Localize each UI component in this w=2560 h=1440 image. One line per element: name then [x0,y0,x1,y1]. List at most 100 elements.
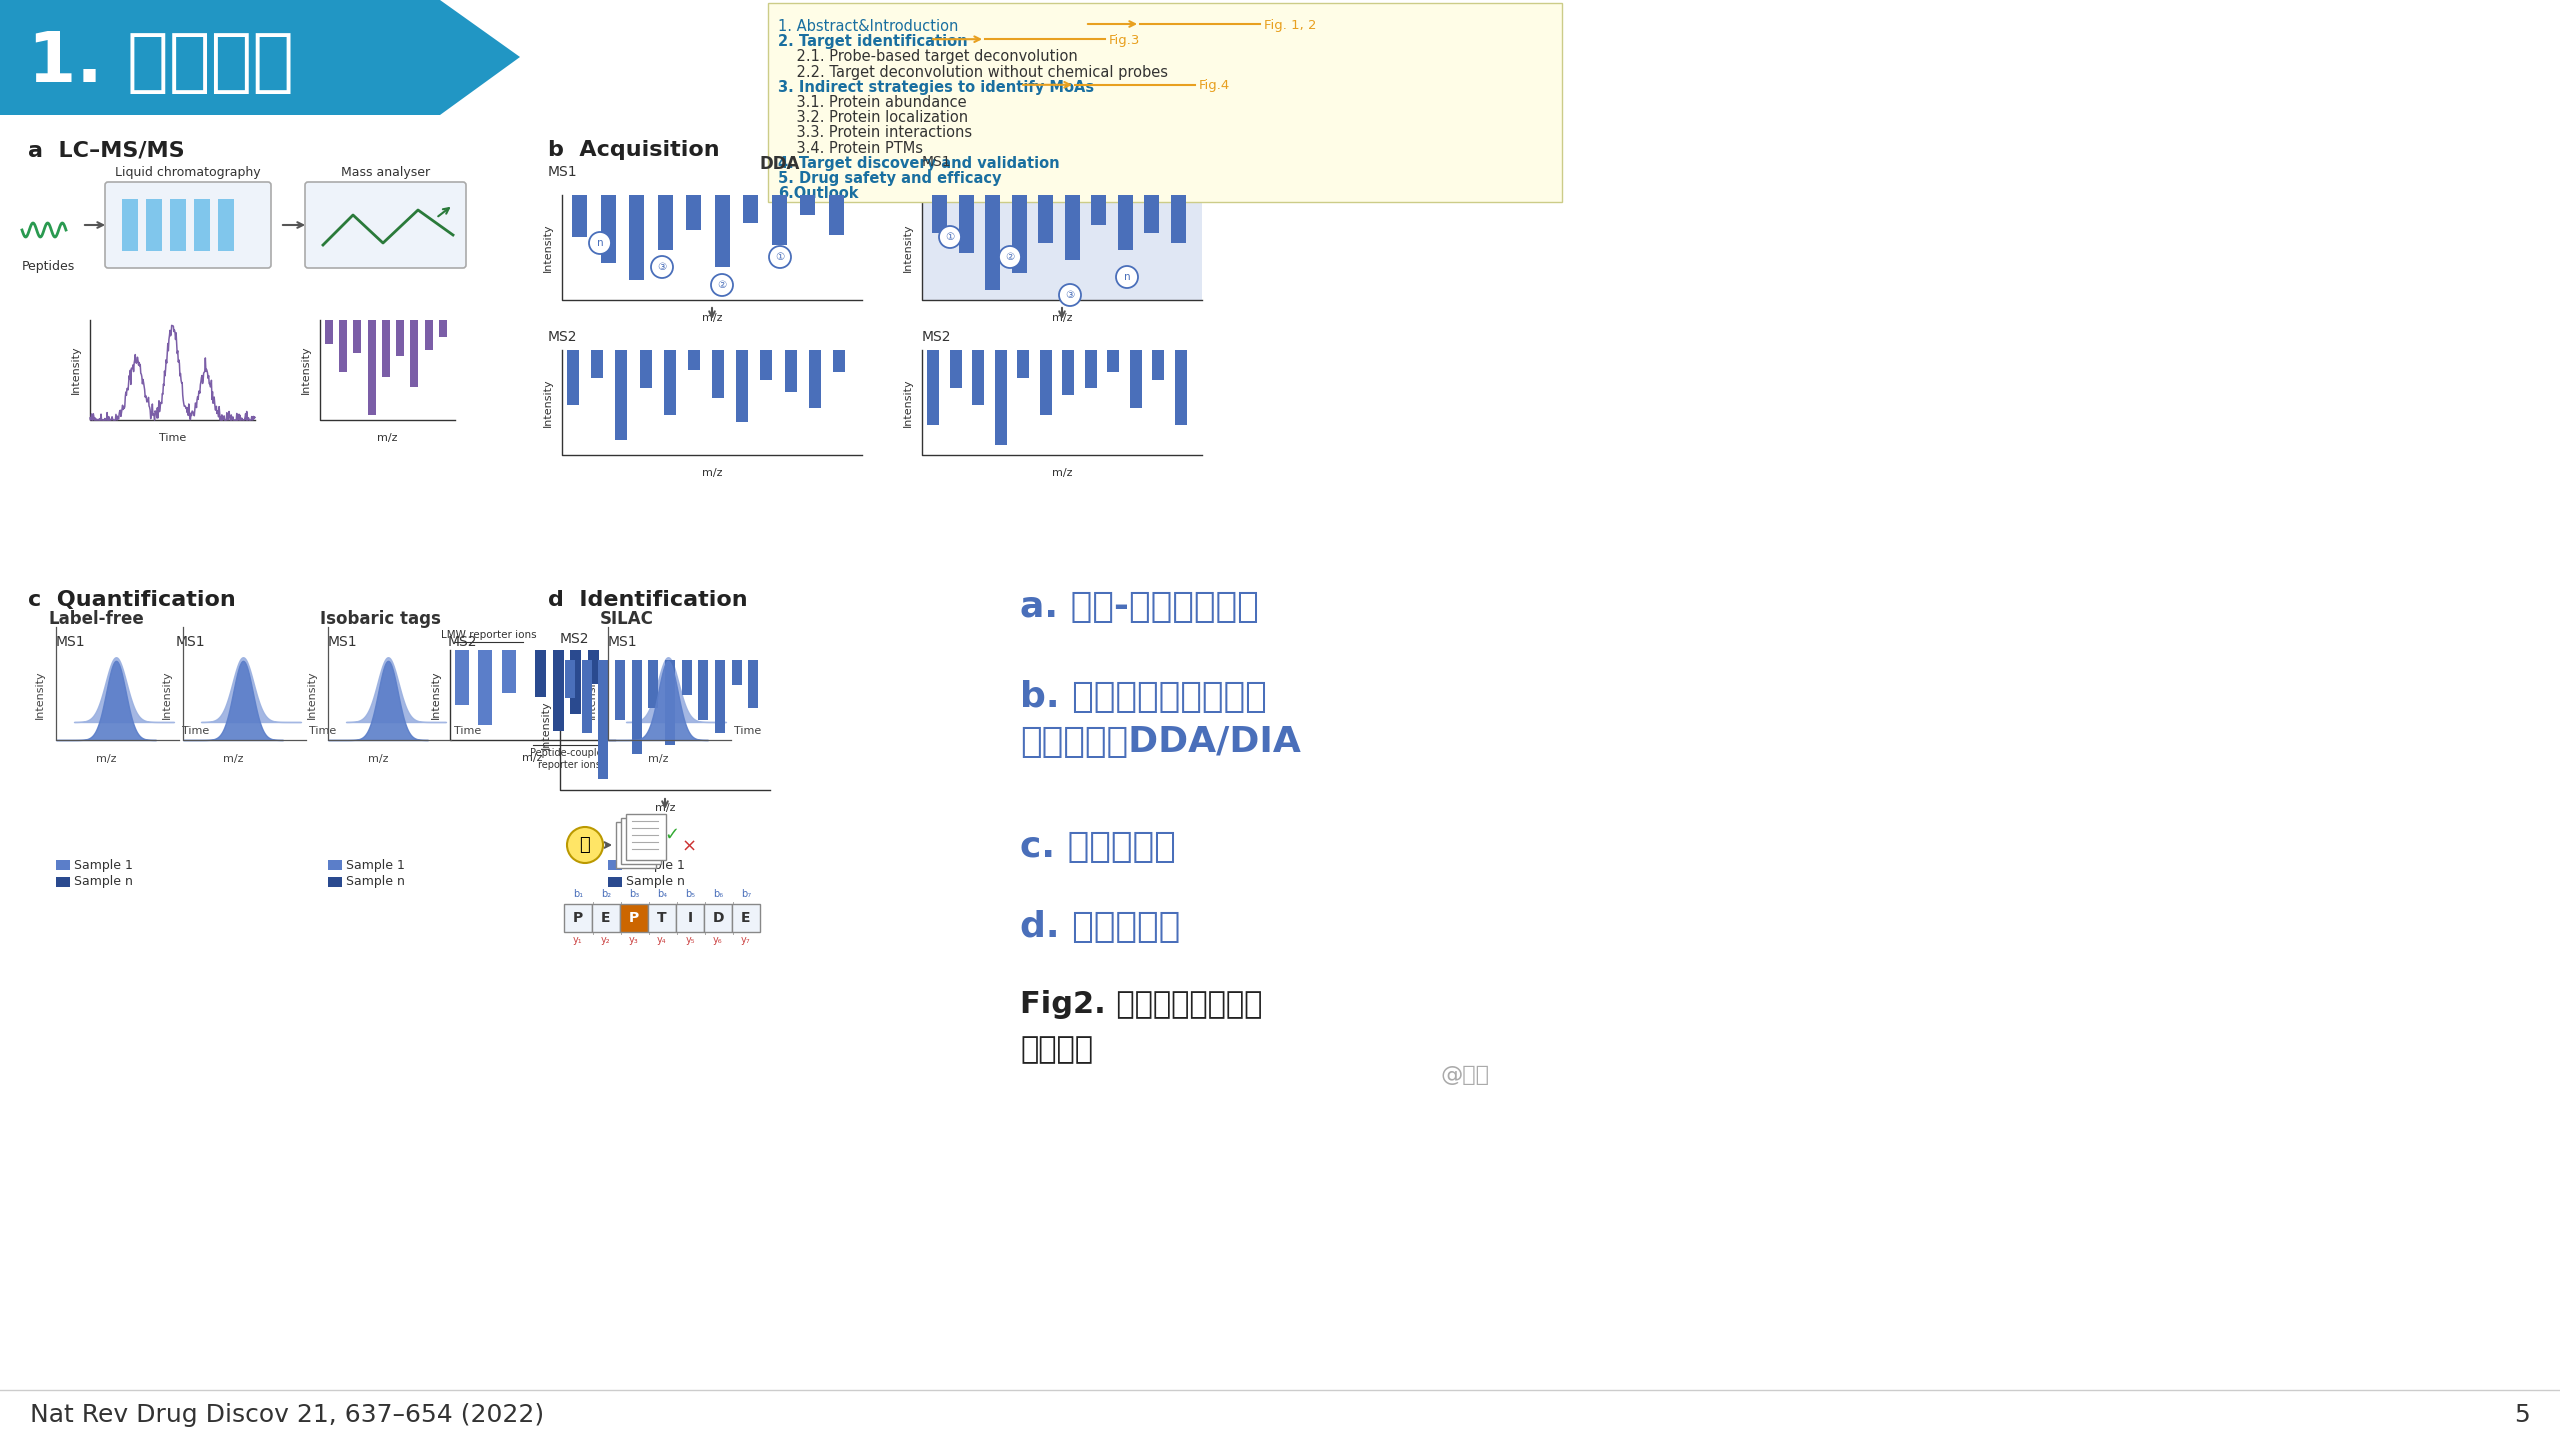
Bar [1062,350,1075,395]
Text: Peptides: Peptides [20,261,74,274]
Text: n: n [1124,272,1132,282]
Text: 3.2. Protein localization: 3.2. Protein localization [778,111,968,125]
Bar [535,649,545,697]
Bar [1091,194,1106,225]
Text: 3.4. Protein PTMs: 3.4. Protein PTMs [778,141,924,156]
Text: ②: ② [1006,252,1014,262]
Text: E: E [742,912,750,924]
FancyBboxPatch shape [648,904,676,932]
Text: m/z: m/z [655,804,676,814]
FancyBboxPatch shape [676,904,704,932]
Bar [714,660,724,733]
Text: Label-free: Label-free [49,611,143,628]
Bar [602,194,614,264]
Bar [1016,350,1029,377]
Text: Intensity: Intensity [543,379,553,426]
Bar [325,320,333,344]
Bar [748,660,758,707]
Text: 5. Drug safety and efficacy: 5. Drug safety and efficacy [778,171,1001,186]
Bar [410,320,417,386]
Bar [1170,194,1185,243]
Circle shape [1116,266,1139,288]
Text: D: D [712,912,724,924]
Text: Intensity: Intensity [36,671,46,720]
Text: MS2: MS2 [548,330,579,344]
Text: E: E [602,912,612,924]
Bar [658,194,673,251]
Text: Sample 1: Sample 1 [346,858,404,871]
Circle shape [998,246,1021,268]
Circle shape [768,246,791,268]
Bar [832,350,845,372]
Text: Sample n: Sample n [627,876,686,888]
Bar [609,877,622,887]
Text: MS1: MS1 [922,156,952,168]
Bar [1144,194,1160,233]
Text: T: T [658,912,666,924]
Text: m/z: m/z [1052,312,1073,323]
Text: 4. Target discovery and validation: 4. Target discovery and validation [778,156,1060,171]
Text: a  LC–MS/MS: a LC–MS/MS [28,140,184,160]
FancyBboxPatch shape [305,181,466,268]
Text: 1. Abstract&Introduction: 1. Abstract&Introduction [778,19,957,35]
Circle shape [566,827,604,863]
Text: MS1: MS1 [548,166,579,179]
Bar [195,199,210,251]
Bar [957,194,973,253]
Bar [1085,350,1096,387]
Bar [922,194,1203,300]
Text: Fig.3: Fig.3 [1108,33,1139,46]
Text: Nat Rev Drug Discov 21, 637–654 (2022): Nat Rev Drug Discov 21, 637–654 (2022) [31,1403,545,1427]
Bar [1129,350,1142,408]
Text: Sample n: Sample n [346,876,404,888]
Bar [581,660,591,733]
Text: ①: ① [776,252,783,262]
Circle shape [712,274,732,297]
Text: Sample 1: Sample 1 [627,858,686,871]
Bar [663,350,676,415]
Text: SILAC: SILAC [599,611,653,628]
Text: c. 蛋白质定量: c. 蛋白质定量 [1019,829,1175,864]
FancyBboxPatch shape [627,814,666,860]
Text: MS1: MS1 [609,635,637,649]
Text: Time: Time [182,726,210,736]
Text: ③: ③ [658,262,666,272]
Text: 3.1. Protein abundance: 3.1. Protein abundance [778,95,968,109]
Text: b₃: b₃ [630,888,640,899]
Text: Fig2. 主要蛋白质鉴定和: Fig2. 主要蛋白质鉴定和 [1019,991,1262,1020]
Bar [689,350,699,370]
Bar [169,199,187,251]
Bar [799,194,814,215]
Bar [502,649,515,693]
Bar [760,350,773,380]
Circle shape [940,226,960,248]
Text: 3.3. Protein interactions: 3.3. Protein interactions [778,125,973,141]
Bar [328,860,343,870]
Bar [783,350,796,392]
Bar [632,660,643,753]
Text: 定量策略: 定量策略 [1019,1035,1093,1064]
Bar [648,660,658,707]
Circle shape [589,232,612,253]
Text: 2. Target identification: 2. Target identification [778,35,968,49]
Text: MS1: MS1 [177,635,205,649]
Text: m/z: m/z [223,755,243,765]
Bar [1065,194,1080,261]
Text: Time: Time [735,726,760,736]
Text: d  Identification: d Identification [548,590,748,611]
Bar [809,350,822,408]
Text: MS2: MS2 [448,635,479,649]
Text: I: I [689,912,694,924]
Bar [640,350,650,387]
Text: @成成: @成成 [1439,1066,1490,1084]
Bar [369,320,376,415]
Polygon shape [440,0,520,115]
FancyBboxPatch shape [617,822,655,868]
Bar [438,320,448,337]
Bar [599,660,609,779]
Bar [712,350,724,397]
Bar [1039,350,1052,415]
Circle shape [1060,284,1080,307]
Bar [829,194,842,235]
Text: 💡: 💡 [579,837,591,854]
